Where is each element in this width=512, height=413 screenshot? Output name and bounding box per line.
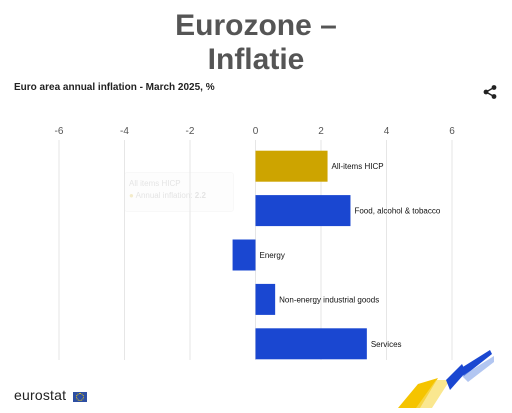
bar-1 <box>255 195 351 227</box>
title-line-1: Eurozone – <box>175 9 337 42</box>
bar-label: Energy <box>260 251 285 260</box>
decorative-stripes-icon <box>398 350 494 408</box>
title-line-2: Inflatie <box>207 43 305 76</box>
x-tick-label: -4 <box>120 126 129 137</box>
bar-0 <box>255 150 328 182</box>
x-tick-label: 2 <box>318 126 324 137</box>
chart-subtitle: Euro area annual inflation - March 2025,… <box>14 82 215 93</box>
bar-4 <box>255 328 367 360</box>
tooltip-row: ● Annual inflation: 2.2 <box>129 191 206 200</box>
bar-3 <box>255 283 276 315</box>
share-icon[interactable] <box>482 84 498 100</box>
x-tick-label: 0 <box>253 126 259 137</box>
eurostat-logo: eurostat <box>14 387 67 403</box>
bar-label: All-items HICP <box>332 162 384 171</box>
bar-label: Food, alcohol & tobacco <box>354 207 440 216</box>
tooltip-category: All items HICP <box>129 179 181 188</box>
tooltip-value: 2.2 <box>194 191 206 200</box>
chart-title: Eurozone – Inflatie <box>0 9 512 77</box>
bar-label: Non-energy industrial goods <box>279 295 379 304</box>
tooltip-dot-icon: ● <box>129 191 134 200</box>
eu-flag-icon <box>73 392 87 402</box>
x-tick-label: 6 <box>449 126 455 137</box>
tooltip-series-label: Annual inflation <box>135 191 191 200</box>
bar-label: Services <box>371 340 402 349</box>
x-tick-label: -2 <box>186 126 195 137</box>
bar-2 <box>232 239 256 271</box>
x-tick-label: -6 <box>55 126 64 137</box>
x-tick-label: 4 <box>384 126 390 137</box>
